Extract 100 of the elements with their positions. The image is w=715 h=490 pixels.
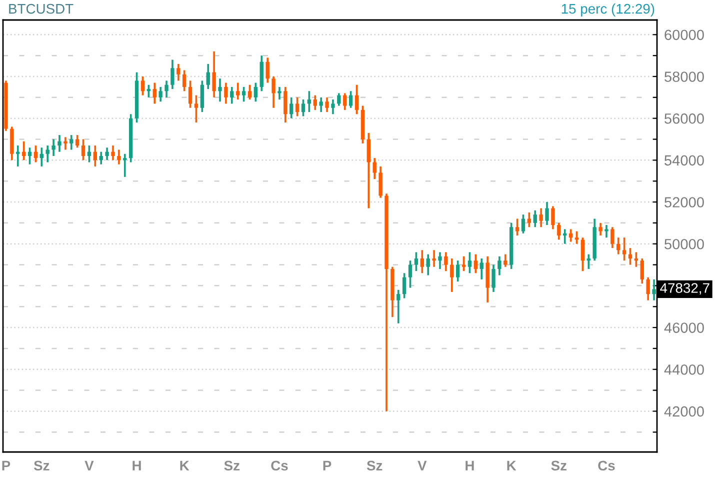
x-tick-label: K [507,460,516,470]
candlestick [70,134,74,151]
candlestick [450,258,454,293]
y-tick-label: 42000 [664,406,704,417]
candlestick [188,80,192,109]
candlestick [278,86,282,100]
y-tick-label: 58000 [664,72,704,82]
candlestick [348,90,353,109]
candlestick [158,86,162,102]
candlestick [586,253,590,270]
candlestick [325,96,329,113]
candlestick [254,82,258,102]
candlestick [152,82,156,105]
candlestick [22,140,26,162]
y-tick-label: 60000 [664,30,704,40]
candlestick [480,258,484,280]
candlestick [515,218,520,236]
candlestick [557,222,561,241]
candlestick [182,69,186,92]
candlestick [420,249,424,274]
x-tick-label: Cs [271,460,288,471]
candlestick [212,50,216,98]
chart-title: BTCUSDT [9,4,74,14]
candlestick [87,144,92,164]
candlestick [622,236,626,262]
candlestick [438,251,442,270]
x-tick-label: H [466,460,474,470]
candlestick [568,228,573,243]
candlestick [456,260,460,282]
candlestick [301,98,306,118]
candlestick [111,144,115,162]
candlestick [16,144,20,168]
candlestick [242,86,246,102]
candlestick [545,201,549,226]
candlestick [640,258,644,284]
candlestick [284,86,288,124]
candlestick [236,82,240,100]
candlestick [378,166,382,199]
candlestick [218,78,222,102]
candlestick [99,150,103,166]
candlestick [527,212,532,228]
candlestick [474,253,478,274]
candlestick [34,144,38,164]
y-tick-label: 50000 [664,238,704,250]
candlestick [28,146,32,166]
candlestick [200,80,204,113]
candlestick [290,96,294,120]
candlestick [432,249,436,268]
candlestick [64,136,68,151]
candlestick [75,134,80,149]
chart-subtitle: 15 perc (12:29) [562,4,654,16]
candlestick [574,230,579,245]
candlestick [206,63,210,90]
candlestick [123,152,127,178]
candlestick [117,148,121,166]
x-tick-label: Cs [598,460,615,471]
candlestick [414,251,418,272]
candlestick [164,80,168,98]
candlestick [396,288,400,324]
candlestick [170,58,174,90]
candlestick [230,86,234,105]
candlestick [504,253,508,268]
candlestick [604,224,608,238]
candlestick [444,251,448,272]
candlestick [146,84,151,98]
candlestick [307,90,312,113]
x-tick-label: H [132,460,141,470]
candlestick [354,84,359,116]
candlestick [521,214,526,234]
candlestick [295,96,300,118]
candlestick [105,146,109,162]
candlestick [598,222,602,236]
candlestick [343,92,347,111]
candlestick [313,94,317,111]
candlestick [224,82,228,105]
candlestick [248,84,252,100]
x-tick-label: K [180,460,190,470]
candlestick [563,228,567,245]
candlestick [58,134,62,153]
x-tick-label: P [323,460,332,470]
candlestick [551,205,555,230]
candlestick [468,251,472,274]
candlestick [372,157,376,180]
x-tick-label: Sz [34,460,50,471]
x-tick-label: V [84,460,94,470]
candlestick [628,247,632,266]
candlestick [498,255,502,276]
candlestick [331,98,335,116]
candlestick [93,144,97,168]
y-tick-label: 54000 [664,155,704,166]
candlestick [194,94,198,124]
candlestick [81,138,86,162]
x-tick-label: V [418,460,427,470]
candlestick [539,207,543,228]
x-tick-label: P [2,460,10,470]
x-tick-label: Sz [551,460,567,471]
candlestick [46,144,50,164]
candlestick [402,272,406,300]
candlestick [634,251,638,268]
y-tick-label: 56000 [664,113,704,124]
